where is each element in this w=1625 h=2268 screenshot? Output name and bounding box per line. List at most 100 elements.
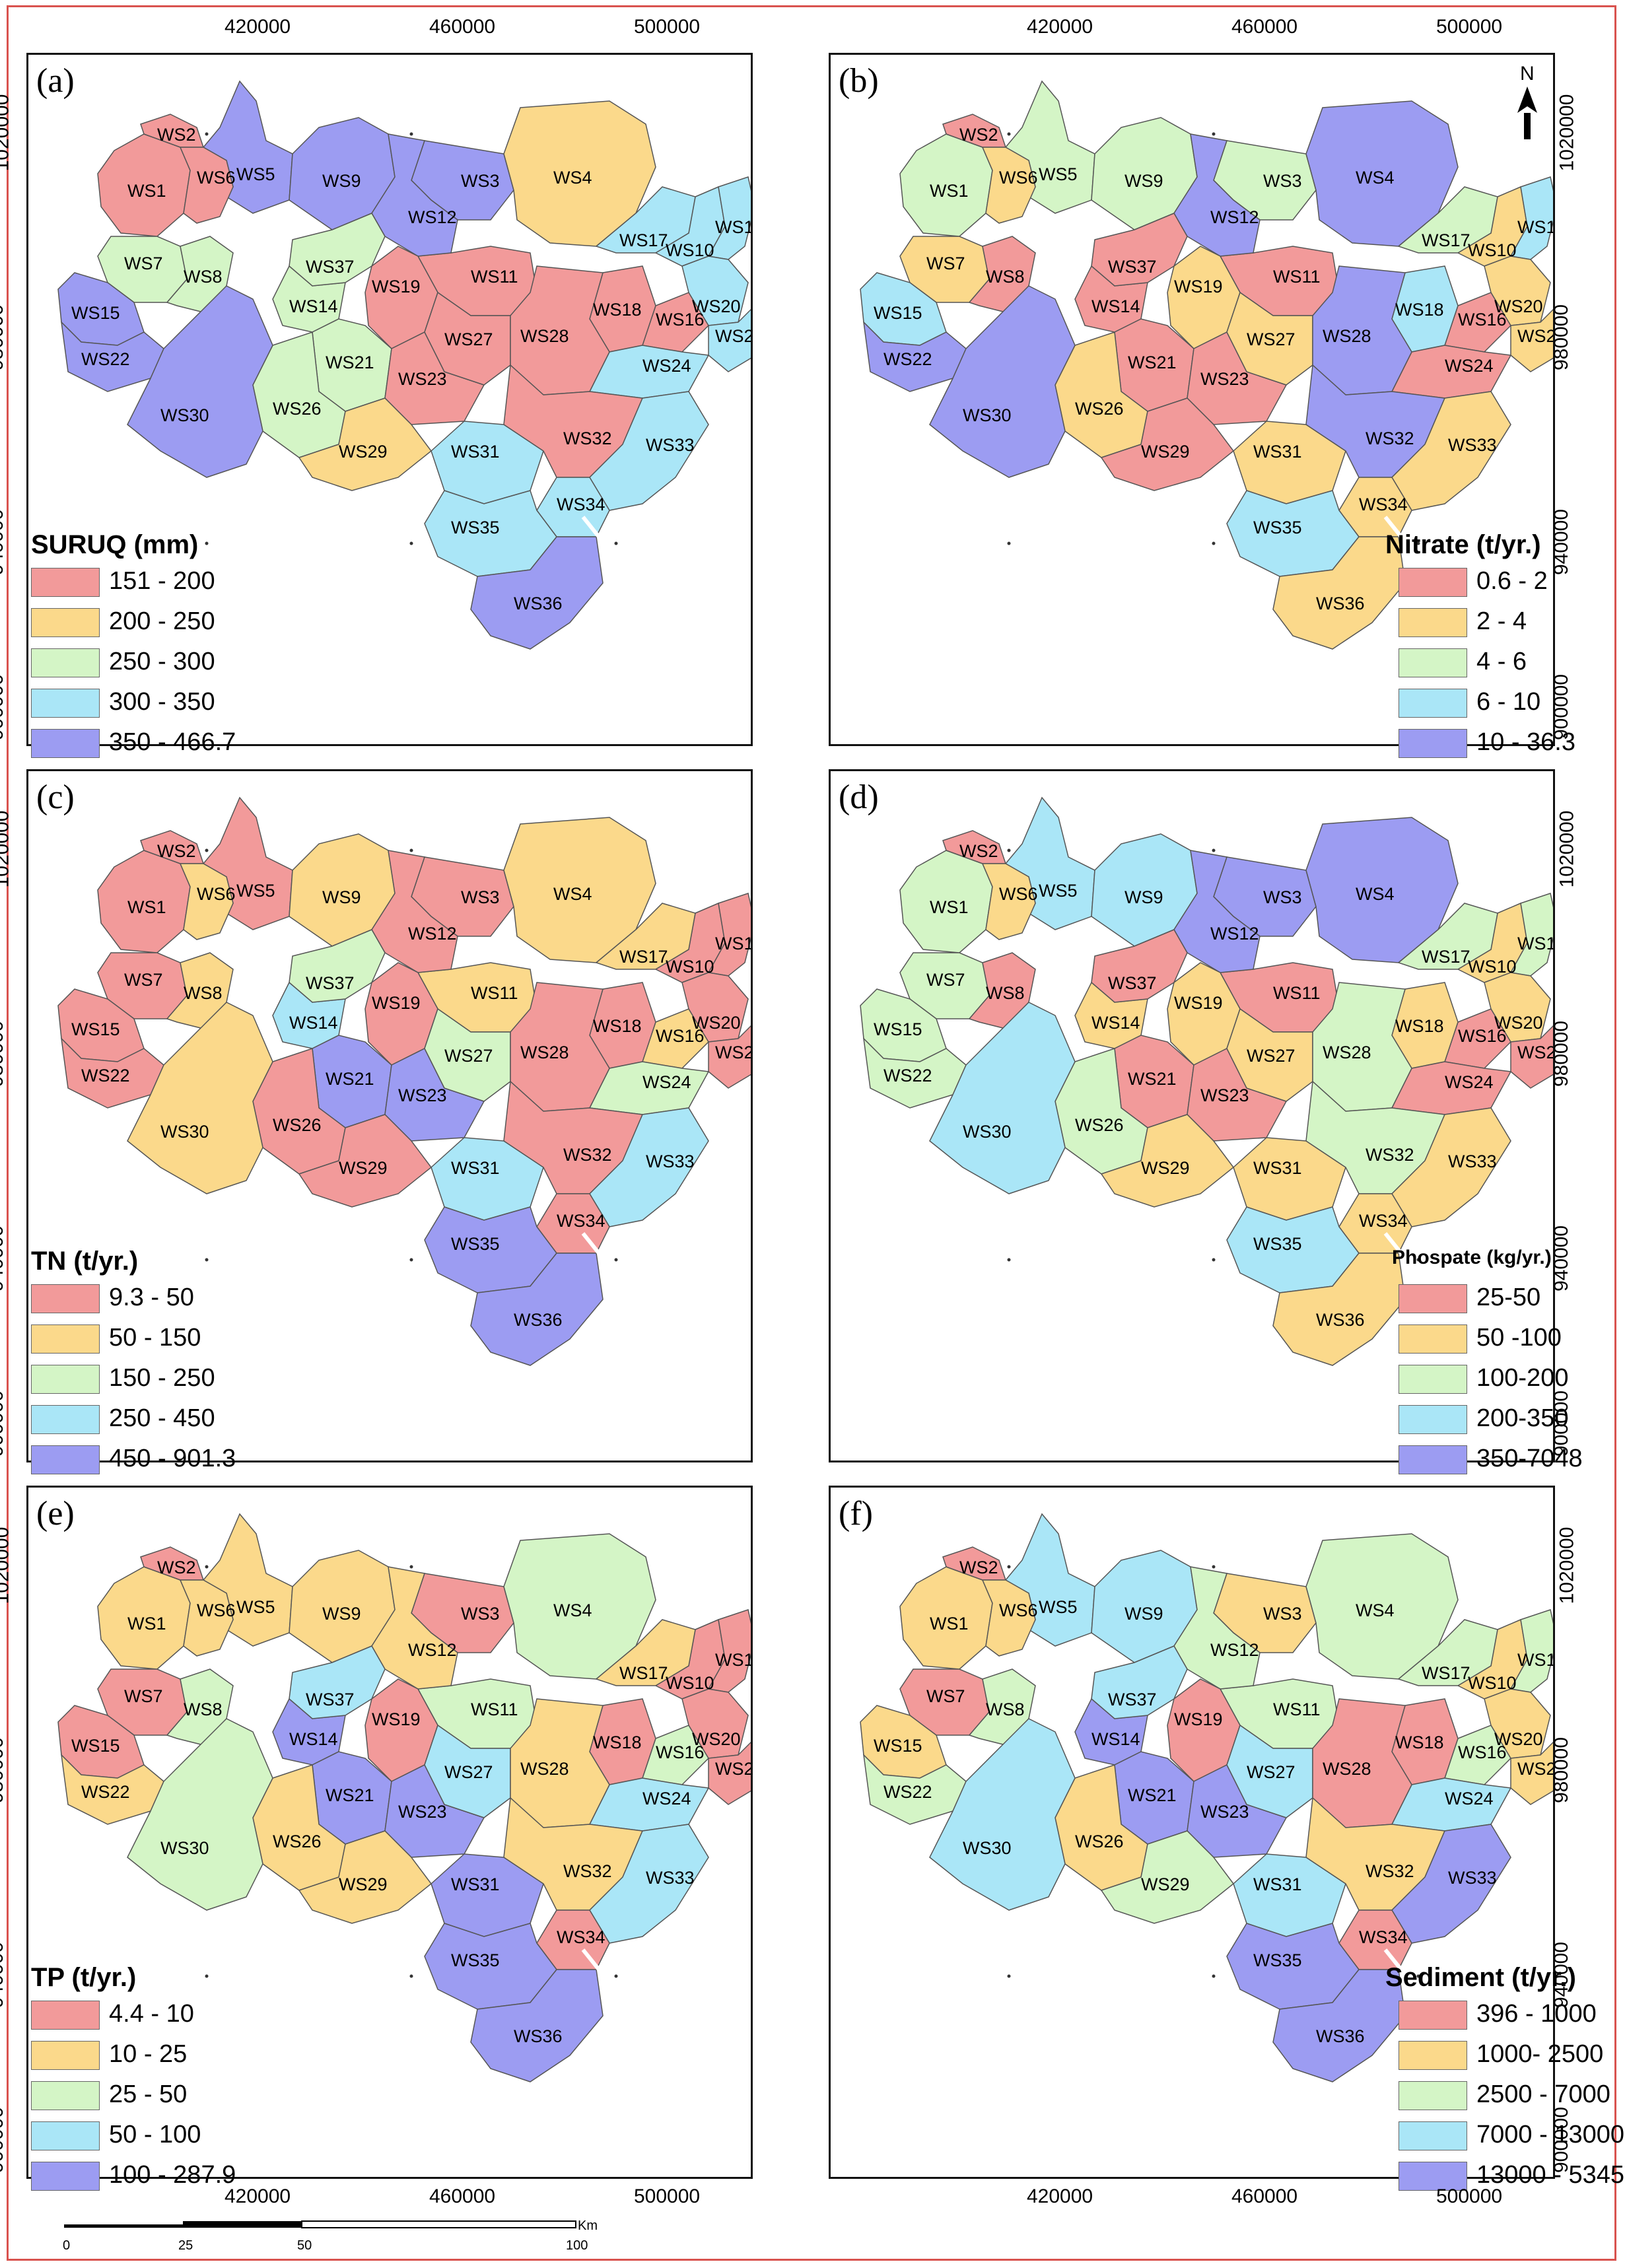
grid-point [409,1974,413,1978]
label-ws16: WS16 [656,1742,705,1762]
legend-swatch [31,648,100,677]
grid-point [1416,541,1420,545]
legend-label: 10 - 25 [109,2040,188,2068]
label-ws8: WS8 [986,267,1025,287]
watershed-ws12 [1173,133,1261,257]
scale-label-100: 100 [566,2238,588,2253]
legend-label: 350-7048 [1476,1445,1583,1472]
legend-label: 150 - 250 [109,1364,215,1392]
label-ws36: WS36 [1316,2026,1365,2046]
legend-swatch [1399,1284,1467,1313]
y-tick-label: 900000 [1550,2106,1573,2174]
legend-item: 396 - 1000 [1399,2000,1597,2030]
grid-point [205,1974,209,1978]
outlet-channel [581,1948,611,1984]
y-tick-label: 1020000 [0,810,13,888]
label-ws28: WS28 [520,1759,569,1779]
label-ws4: WS4 [1356,884,1395,904]
grid-point [1212,848,1216,852]
label-ws14: WS14 [1091,1013,1140,1033]
watershed-ws30 [127,1718,273,1911]
label-ws13: WS13 [1517,217,1553,237]
x-tick-label: 420000 [1027,16,1093,38]
watershed-ws30 [127,1002,273,1194]
legend-swatch [31,1364,100,1394]
label-ws24: WS24 [642,356,691,376]
legend-swatch [1399,2040,1467,2070]
legend-label: 200-350 [1476,1404,1569,1432]
watershed-ws13 [707,176,751,260]
label-ws36: WS36 [514,2026,563,2046]
watershed-ws5 [202,796,293,930]
label-ws34: WS34 [1359,495,1408,514]
label-ws30: WS30 [160,1838,209,1858]
legend-title: TP (t/yr.) [31,1963,137,1992]
scale-label-25: 25 [178,2238,193,2253]
label-ws6: WS6 [999,1600,1038,1620]
label-ws22: WS22 [883,1066,932,1085]
legend-item: 1000- 2500 [1399,2040,1603,2070]
label-ws27: WS27 [444,1762,493,1782]
y-tick-label: 900000 [0,673,8,741]
label-ws20: WS20 [692,296,741,316]
legend-label: 25-50 [1476,1284,1541,1311]
label-ws25: WS25 [715,1759,751,1779]
legend-swatch [31,1324,100,1354]
label-ws32: WS32 [1366,1145,1414,1165]
legend-item: 4.4 - 10 [31,2000,194,2030]
label-ws4: WS4 [1356,168,1395,188]
grid-point [205,1258,209,1262]
legend-item: 10 - 36.3 [1399,728,1575,758]
label-ws27: WS27 [1247,329,1296,349]
watershed-ws25 [1510,1741,1553,1805]
watershed-ws6 [179,1579,234,1657]
x-tick-label: 460000 [429,2185,496,2207]
grid-point [1416,1258,1420,1262]
label-ws7: WS7 [926,254,965,273]
label-ws16: WS16 [656,310,705,329]
legend-item: 450 - 901.3 [31,1445,236,1474]
label-ws20: WS20 [1494,1013,1543,1033]
watershed-ws5 [202,80,293,214]
y-tick-label: 940000 [0,1225,8,1292]
watershed-ws17 [1397,1619,1498,1686]
watershed-ws27 [1226,1008,1313,1102]
watershed-ws17 [595,1619,696,1686]
label-ws6: WS6 [999,884,1038,904]
grid-point [1007,541,1011,545]
y-tick-label: 1020000 [1556,1527,1578,1604]
label-ws23: WS23 [398,369,447,389]
label-ws17: WS17 [619,230,668,250]
watershed-ws37 [1091,929,1188,1003]
legend-label: 50 -100 [1476,1324,1562,1352]
label-ws5: WS5 [1039,164,1078,184]
label-ws13: WS13 [1517,1650,1553,1670]
legend-item: 151 - 200 [31,567,215,597]
label-ws5: WS5 [1039,1597,1078,1617]
label-ws22: WS22 [81,349,130,369]
legend-swatch [31,2121,100,2150]
legend-label: 25 - 50 [109,2080,188,2108]
label-ws30: WS30 [160,1122,209,1142]
label-ws9: WS9 [1124,887,1163,907]
watershed-ws12 [371,1566,458,1690]
label-ws8: WS8 [986,983,1025,1003]
legend-swatch [31,2000,100,2030]
label-ws11: WS11 [471,983,518,1003]
watershed-ws5 [202,1513,293,1647]
label-ws17: WS17 [1422,947,1470,967]
label-ws19: WS19 [1174,277,1223,296]
label-ws6: WS6 [197,168,236,188]
label-ws3: WS3 [461,887,500,907]
watershed-ws17 [595,903,696,970]
label-ws36: WS36 [514,594,563,613]
label-ws13: WS13 [715,217,751,237]
label-ws8: WS8 [184,267,223,287]
watershed-ws27 [424,1724,511,1818]
watershed-ws33 [589,1107,709,1227]
label-ws3: WS3 [461,1604,500,1624]
label-ws29: WS29 [1141,1158,1190,1178]
label-ws18: WS18 [1395,300,1444,320]
grid-point [1007,848,1011,852]
